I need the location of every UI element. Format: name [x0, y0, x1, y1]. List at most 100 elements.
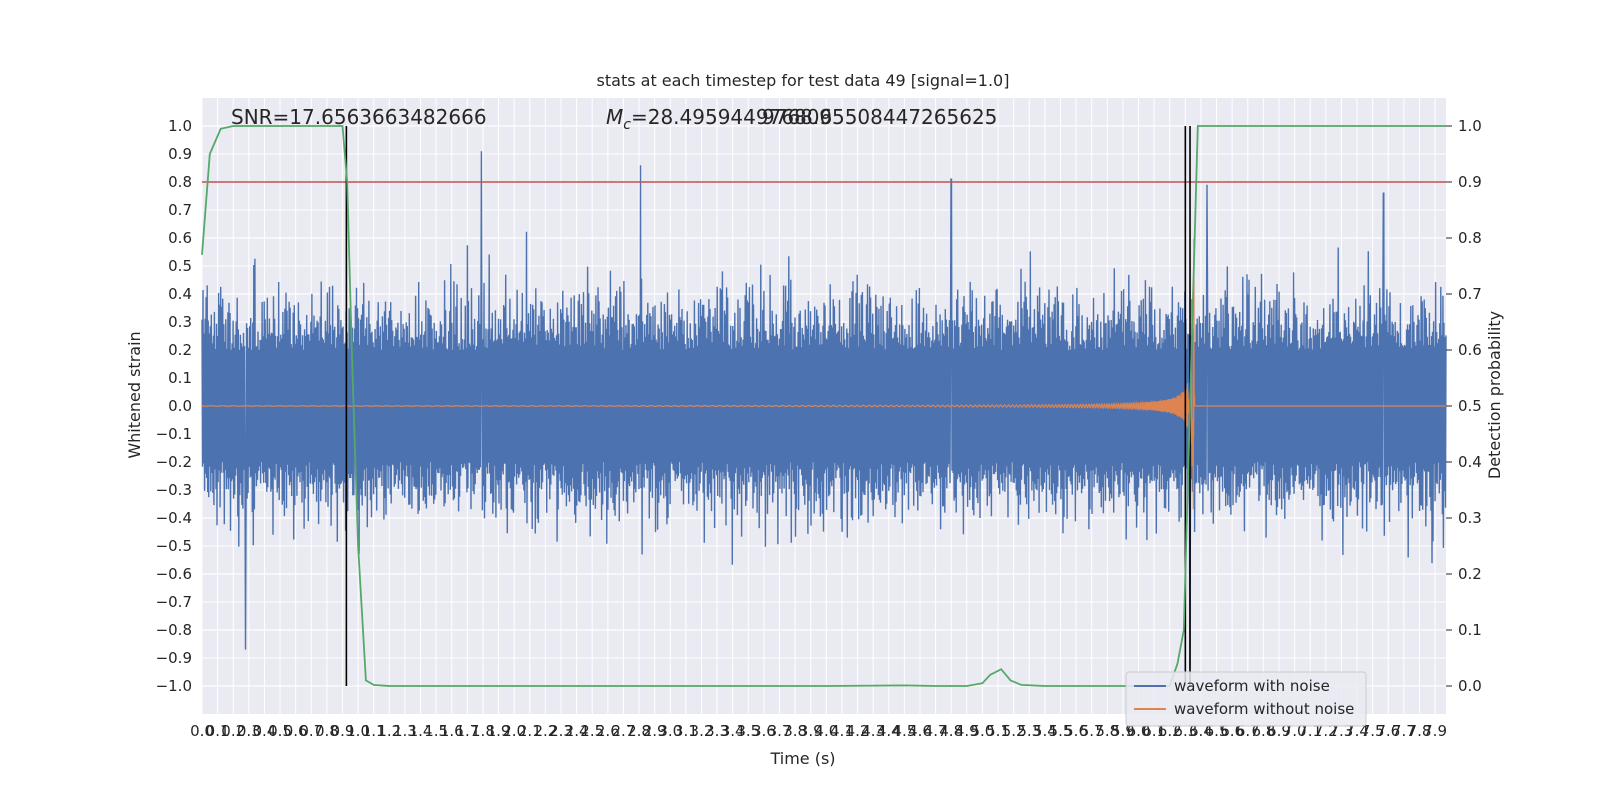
y-tick-label: −0.1 [156, 425, 192, 443]
y-tick-label: 0.8 [168, 173, 192, 191]
x-tick-label: 7.7 [1392, 722, 1416, 740]
legend-box [1125, 671, 1367, 727]
x-tick-label: 5.9 [1111, 722, 1135, 740]
y-tick-label: −0.2 [156, 453, 192, 471]
legend: waveform with noise waveform without noi… [1125, 671, 1367, 727]
y2-tick-label: 0.8 [1458, 229, 1482, 247]
y-tick-label: 1.0 [168, 117, 192, 135]
x-tick-label: 1.9 [487, 722, 511, 740]
x-tick-label: 3.2 [690, 722, 714, 740]
legend-label-clean: waveform without noise [1174, 700, 1354, 718]
y-tick-label: −1.0 [156, 677, 192, 695]
y-tick-label: 0.9 [168, 145, 192, 163]
x-tick-label: 4.5 [892, 722, 916, 740]
x-tick-label: 3.0 [658, 722, 682, 740]
x-tick-label: 2.5 [580, 722, 604, 740]
snr-annotation: SNR=17.6563663482666 [231, 105, 487, 129]
x-tick-label: 2.1 [518, 722, 542, 740]
x-tick-label: 5.3 [1017, 722, 1041, 740]
y-tick-label: −0.5 [156, 537, 192, 555]
y2-tick-label: 0.6 [1458, 341, 1482, 359]
y2-tick-label: 0.4 [1458, 453, 1482, 471]
x-tick-label: 5.8 [1095, 722, 1119, 740]
y2-tick-label: 0.7 [1458, 285, 1482, 303]
x-tick-label: 1.1 [362, 722, 386, 740]
x-tick-label: 1.2 [377, 722, 401, 740]
x-tick-label: 3.7 [768, 722, 792, 740]
x-tick-label: 2.7 [612, 722, 636, 740]
x-tick-label: 4.1 [830, 722, 854, 740]
overlap-annotation: 9768.95508447265625 [762, 105, 997, 129]
x-tick-label: 4.2 [846, 722, 870, 740]
x-tick-label: 7.8 [1408, 722, 1432, 740]
x-tick-label: 1.4 [409, 722, 433, 740]
x-tick-label: 4.9 [955, 722, 979, 740]
y-tick-label: 0.6 [168, 229, 192, 247]
x-tick-label: 0.2 [221, 722, 245, 740]
y-tick-label: 0.1 [168, 369, 192, 387]
x-tick-label: 5.1 [986, 722, 1010, 740]
x-tick-label: 1.7 [455, 722, 479, 740]
mc-value: =28.495944976806 [631, 105, 832, 129]
y-tick-label: −0.8 [156, 621, 192, 639]
x-tick-label: 4.4 [877, 722, 901, 740]
x-tick-label: 0.1 [206, 722, 230, 740]
x-tick-label: 5.6 [1064, 722, 1088, 740]
x-tick-label: 0.6 [284, 722, 308, 740]
x-tick-label: 5.4 [1033, 722, 1057, 740]
x-tick-label: 2.6 [596, 722, 620, 740]
y-tick-label: −0.9 [156, 649, 192, 667]
x-tick-label: 0.0 [190, 722, 214, 740]
x-tick-label: 5.7 [1080, 722, 1104, 740]
y-tick-label: −0.4 [156, 509, 192, 527]
y-axis-label: Whitened strain [125, 331, 144, 458]
y-tick-label: −0.3 [156, 481, 192, 499]
x-tick-label: 4.8 [939, 722, 963, 740]
y2-axis-label: Detection probability [1485, 311, 1504, 479]
y2-tick-label: 0.2 [1458, 565, 1482, 583]
x-tick-label: 1.5 [424, 722, 448, 740]
x-tick-label: 3.3 [705, 722, 729, 740]
x-tick-label: 0.3 [237, 722, 261, 740]
mc-symbol: M [606, 105, 623, 129]
x-tick-label: 5.2 [1002, 722, 1026, 740]
x-tick-label: 3.4 [721, 722, 745, 740]
x-tick-label: 2.4 [565, 722, 589, 740]
x-tick-label: 7.6 [1376, 722, 1400, 740]
x-tick-label: 0.7 [299, 722, 323, 740]
x-tick-label: 1.0 [346, 722, 370, 740]
x-tick-label: 2.3 [549, 722, 573, 740]
y-tick-label: 0.0 [168, 397, 192, 415]
x-tick-label: 0.4 [253, 722, 277, 740]
x-tick-label: 3.9 [799, 722, 823, 740]
y-tick-label: 0.5 [168, 257, 192, 275]
series-detection-probability [201, 125, 1446, 687]
mc-subscript: c [623, 117, 631, 133]
series-waveform-without-noise [202, 238, 1446, 510]
x-tick-label: 7.9 [1423, 722, 1447, 740]
y2-tick-label: 0.1 [1458, 621, 1482, 639]
x-tick-label: 4.7 [924, 722, 948, 740]
y-tick-label: 0.3 [168, 313, 192, 331]
x-tick-label: 1.8 [471, 722, 495, 740]
x-tick-label: 2.8 [627, 722, 651, 740]
x-tick-label: 7.5 [1361, 722, 1385, 740]
mc-annotation: Mc=28.495944976806 [606, 105, 832, 133]
x-tick-label: 1.3 [393, 722, 417, 740]
y2-tick-label: 0.9 [1458, 173, 1482, 191]
y2-tick-label: 0.0 [1458, 677, 1482, 695]
x-tick-label: 4.0 [814, 722, 838, 740]
y2-tick-label: 0.3 [1458, 509, 1482, 527]
legend-label-noise: waveform with noise [1174, 677, 1330, 695]
x-tick-label: 3.5 [736, 722, 760, 740]
chart-title: stats at each timestep for test data 49 … [597, 71, 1010, 90]
x-tick-label: 4.3 [861, 722, 885, 740]
y2-tick-label: 0.5 [1458, 397, 1482, 415]
y-tick-label: 0.2 [168, 341, 192, 359]
plot-area: 0.00.10.20.30.40.50.60.70.80.91.01.11.21… [156, 98, 1482, 740]
x-tick-label: 0.5 [268, 722, 292, 740]
x-tick-label: 1.6 [440, 722, 464, 740]
x-tick-label: 4.6 [908, 722, 932, 740]
y-tick-label: −0.6 [156, 565, 192, 583]
